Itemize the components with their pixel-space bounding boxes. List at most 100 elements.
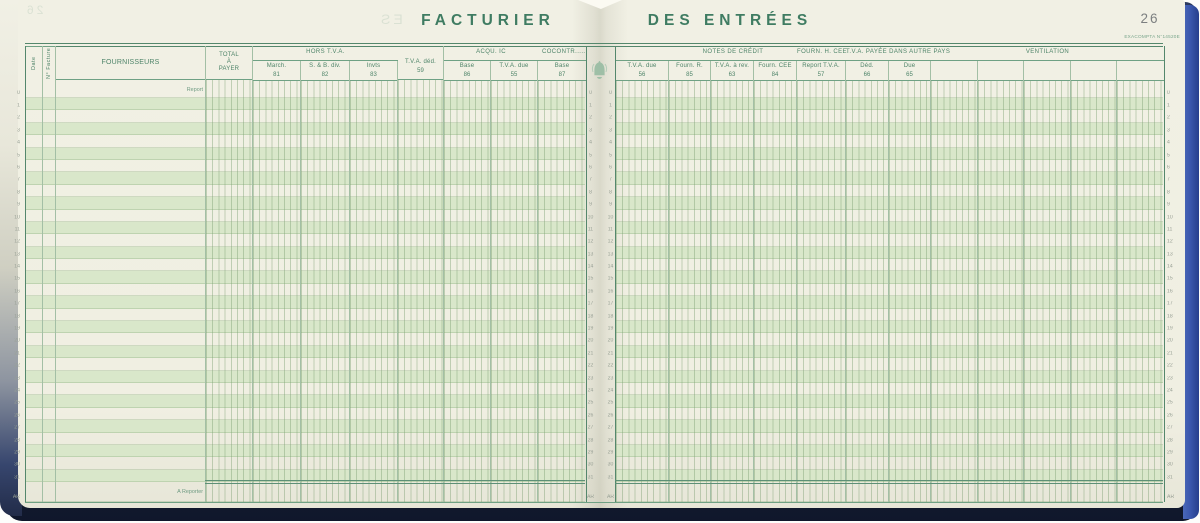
row-number: 25 bbox=[587, 400, 594, 406]
column-code: 84 bbox=[771, 71, 779, 78]
row-number: AR bbox=[586, 494, 595, 500]
column-body bbox=[669, 81, 710, 502]
column-body bbox=[1024, 81, 1070, 502]
row-stripe bbox=[616, 457, 1163, 470]
page-stack-left-edge bbox=[0, 0, 22, 516]
column-label: FOURNISSEURS bbox=[101, 59, 160, 66]
row-number: 23 bbox=[607, 376, 614, 382]
page-title-left: FACTURIER bbox=[421, 12, 555, 29]
row-number: 3 bbox=[609, 128, 612, 134]
row-stripe bbox=[616, 135, 1163, 148]
row-number: 10 bbox=[1167, 215, 1173, 221]
column-label: Report T.V.A. bbox=[802, 62, 840, 69]
column-body bbox=[1071, 81, 1116, 502]
column-group: ACQU. IC Base 86 T.V.A. due 55 bbox=[444, 46, 538, 502]
column-header bbox=[978, 61, 1023, 81]
row-number: 23 bbox=[1167, 376, 1173, 382]
column-label: T.V.A. à rev. bbox=[714, 62, 750, 69]
column-label: Invts bbox=[366, 62, 381, 69]
row-stripe bbox=[616, 469, 1163, 483]
row-number: 9 bbox=[589, 202, 592, 208]
row-number: 16 bbox=[14, 289, 20, 295]
column-group-label: T.V.A. PAYÉE DANS AUTRE PAYS bbox=[846, 46, 950, 61]
column-header: T.V.A. due 56 bbox=[616, 61, 668, 81]
row-number: 0 bbox=[589, 90, 592, 96]
row-number: 4 bbox=[1167, 140, 1170, 146]
ledger-column: Base 86 bbox=[444, 61, 491, 502]
row-stripe bbox=[26, 482, 585, 503]
row-number: 8 bbox=[589, 190, 592, 196]
row-stripe bbox=[616, 246, 1163, 260]
row-stripe bbox=[26, 309, 585, 322]
row-number: 15 bbox=[607, 276, 614, 283]
column-header: Invts 83 bbox=[350, 61, 397, 81]
row-stripe bbox=[26, 110, 585, 123]
report-row-label: Report bbox=[186, 87, 203, 93]
row-number: 30 bbox=[587, 462, 594, 468]
row-number: 5 bbox=[17, 153, 20, 159]
row-number: 14 bbox=[1167, 264, 1173, 270]
column-header: Fourn. R. 85 bbox=[669, 61, 710, 81]
column-header: March. 81 bbox=[253, 61, 300, 81]
column-body bbox=[889, 81, 930, 502]
publisher-imprint: EXACOMPTA N°14520E bbox=[1124, 35, 1180, 40]
row-number: 20 bbox=[607, 338, 614, 345]
column-code: 65 bbox=[906, 71, 913, 78]
row-number: 8 bbox=[17, 190, 20, 196]
row-number: 25 bbox=[607, 400, 614, 406]
row-number: AR bbox=[1167, 494, 1175, 500]
row-number: 11 bbox=[1167, 227, 1173, 233]
column-code: 56 bbox=[638, 71, 646, 78]
row-stripe bbox=[26, 259, 585, 272]
left-page-row-stripes bbox=[26, 80, 585, 503]
grid-bottom-rule bbox=[25, 502, 1163, 503]
a-reporter-row-label: A Reporter bbox=[177, 489, 203, 495]
page-title-right: DES ENTRÉES bbox=[647, 12, 813, 29]
row-stripe bbox=[616, 259, 1163, 272]
row-number: 31 bbox=[14, 475, 20, 481]
row-number: 0 bbox=[1167, 90, 1170, 96]
column-label: S. & B. div. bbox=[309, 62, 341, 69]
spine-top-notch bbox=[578, 0, 622, 9]
column-group-columns bbox=[931, 61, 1164, 502]
row-number: 24 bbox=[14, 388, 20, 394]
row-number: 2 bbox=[17, 115, 20, 122]
row-number: 16 bbox=[587, 289, 594, 295]
ledger-column: T.V.A. due 56 bbox=[616, 61, 669, 502]
row-stripe bbox=[26, 98, 585, 111]
row-number: 21 bbox=[1167, 351, 1173, 357]
column-body bbox=[1117, 81, 1164, 502]
row-number: 20 bbox=[587, 338, 594, 345]
column-header: Date bbox=[26, 46, 42, 80]
row-number: 12 bbox=[607, 239, 614, 245]
row-stripe bbox=[26, 444, 585, 458]
book-cover-right-edge bbox=[1183, 5, 1199, 519]
row-number: 12 bbox=[587, 239, 594, 245]
column-group-label bbox=[616, 46, 669, 61]
totals-double-rule bbox=[205, 480, 585, 481]
column-code: 63 bbox=[728, 71, 736, 78]
row-stripe bbox=[26, 321, 585, 334]
column-body bbox=[253, 81, 300, 502]
row-stripe bbox=[26, 358, 585, 371]
row-stripe bbox=[26, 370, 585, 383]
row-stripe bbox=[616, 221, 1163, 235]
column-header bbox=[1024, 61, 1070, 81]
row-number: 12 bbox=[1167, 239, 1173, 245]
row-stripe bbox=[616, 122, 1163, 136]
column-header: T.V.A. déd. 59 bbox=[398, 46, 443, 80]
column-label: Fourn. R. bbox=[676, 62, 703, 69]
ledger-column bbox=[1071, 61, 1117, 502]
row-number: 28 bbox=[14, 438, 20, 444]
row-stripe bbox=[26, 80, 585, 98]
column-body bbox=[491, 81, 537, 502]
column-code: 87 bbox=[558, 71, 566, 78]
column-group-label: FOURN. H. CEE bbox=[797, 46, 846, 61]
ledger-column: March. 81 bbox=[253, 61, 301, 502]
row-number: 29 bbox=[1167, 450, 1173, 456]
column-header: N° Facture bbox=[43, 46, 55, 80]
row-stripe bbox=[26, 135, 585, 148]
row-number: 2 bbox=[1167, 115, 1170, 122]
column-label: March. bbox=[266, 62, 287, 69]
column-header: Fourn. CEE 84 bbox=[754, 61, 796, 81]
